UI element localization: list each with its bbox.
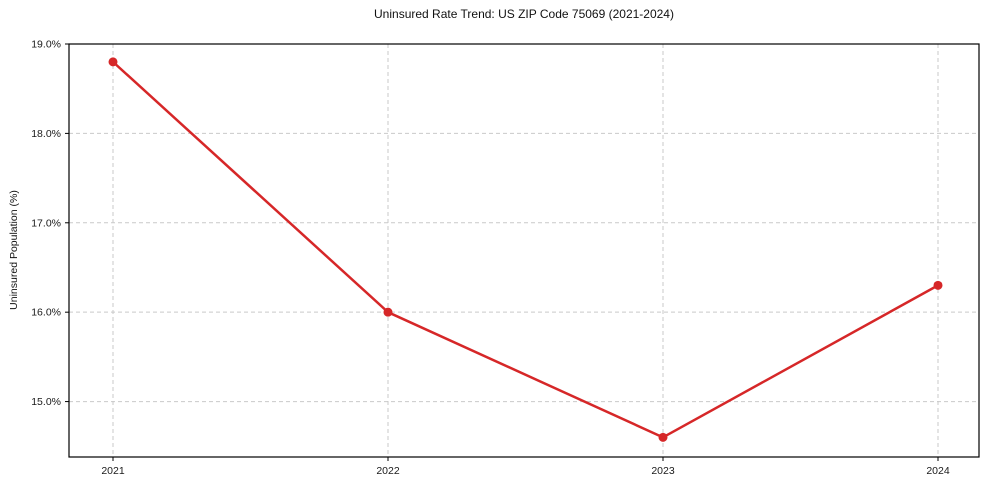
x-tick-label: 2021	[101, 465, 125, 477]
chart-title: Uninsured Rate Trend: US ZIP Code 75069 …	[374, 7, 674, 21]
y-tick-label: 19.0%	[31, 39, 61, 51]
x-tick-label: 2022	[376, 465, 400, 477]
x-tick-label: 2024	[926, 465, 950, 477]
y-tick-label: 15.0%	[31, 396, 61, 408]
x-tick-label: 2023	[651, 465, 675, 477]
trend-line	[111, 60, 940, 439]
y-tick-label: 18.0%	[31, 128, 61, 140]
y-axis-label: Uninsured Population (%)	[8, 190, 20, 310]
data-point	[108, 57, 118, 67]
data-point	[933, 280, 943, 290]
y-tick-label: 17.0%	[31, 217, 61, 229]
data-point	[383, 307, 393, 317]
y-tick-label: 16.0%	[31, 307, 61, 319]
data-point	[658, 432, 668, 442]
plot-border	[68, 43, 980, 458]
